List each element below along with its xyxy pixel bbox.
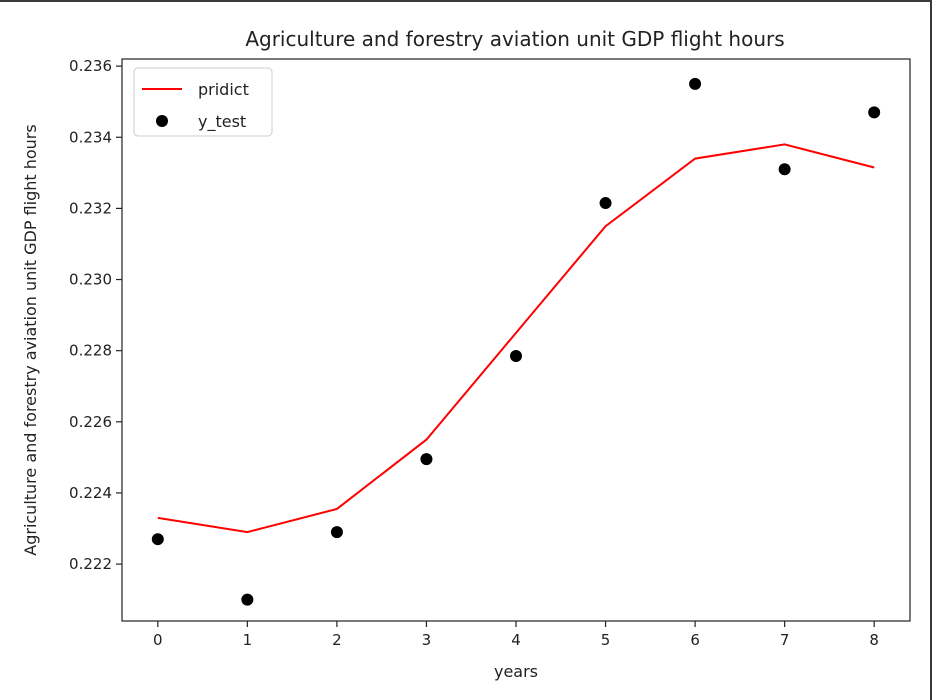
legend: pridict y_test [133, 67, 273, 137]
y-axis-title: Agriculture and forestry aviation unit G… [21, 124, 40, 555]
legend-label: pridict [198, 80, 249, 99]
y-tick-label: 0.232 [69, 199, 112, 217]
scatter-point-y_test [510, 350, 522, 363]
legend-box [133, 67, 273, 137]
x-tick-label: 8 [869, 631, 879, 649]
x-tick-label: 1 [243, 631, 253, 649]
y-tick-label: 0.236 [69, 57, 112, 75]
scatter-point-y_test [599, 197, 612, 210]
x-tick-label: 6 [690, 631, 700, 649]
y-tick-label: 0.222 [69, 555, 112, 573]
scatter-point-y_test [330, 526, 343, 539]
x-axis-title: years [494, 662, 538, 681]
scatter-point-y_test [420, 453, 433, 466]
scatter-point-y_test [778, 163, 791, 176]
y-tick-label: 0.228 [69, 342, 112, 360]
y-tick-label: 0.226 [69, 413, 112, 431]
x-tick-label: 0 [153, 631, 163, 649]
y-axis: 0.222 0.224 0.226 0.228 0.230 0.232 0.234 0.236 [69, 57, 122, 573]
x-tick-label: 3 [422, 631, 432, 649]
x-tick-label: 2 [332, 631, 342, 649]
y-tick-label: 0.230 [69, 271, 112, 289]
series-line-pridict [157, 143, 875, 534]
plot-frame [121, 58, 911, 622]
chart-title: Agriculture and forestry aviation unit G… [245, 27, 784, 51]
legend-marker-swatch [156, 115, 168, 127]
series-layer [151, 77, 881, 606]
x-tick-label: 7 [780, 631, 790, 649]
scatter-point-y_test [151, 533, 164, 546]
scatter-point-y_test [689, 77, 702, 90]
x-tick-label: 4 [511, 631, 521, 649]
scatter-point-y_test [868, 106, 881, 119]
legend-label: y_test [198, 112, 246, 132]
plot-area: 0 1 2 3 4 5 6 7 8 0.222 0.224 0.226 0.228 0.230 0.232… [69, 57, 911, 649]
y-tick-label: 0.234 [69, 128, 112, 146]
scatter-point-y_test [241, 593, 254, 606]
y-tick-label: 0.224 [69, 484, 112, 502]
x-axis: 0 1 2 3 4 5 6 7 8 [153, 621, 879, 649]
x-tick-label: 5 [601, 631, 611, 649]
